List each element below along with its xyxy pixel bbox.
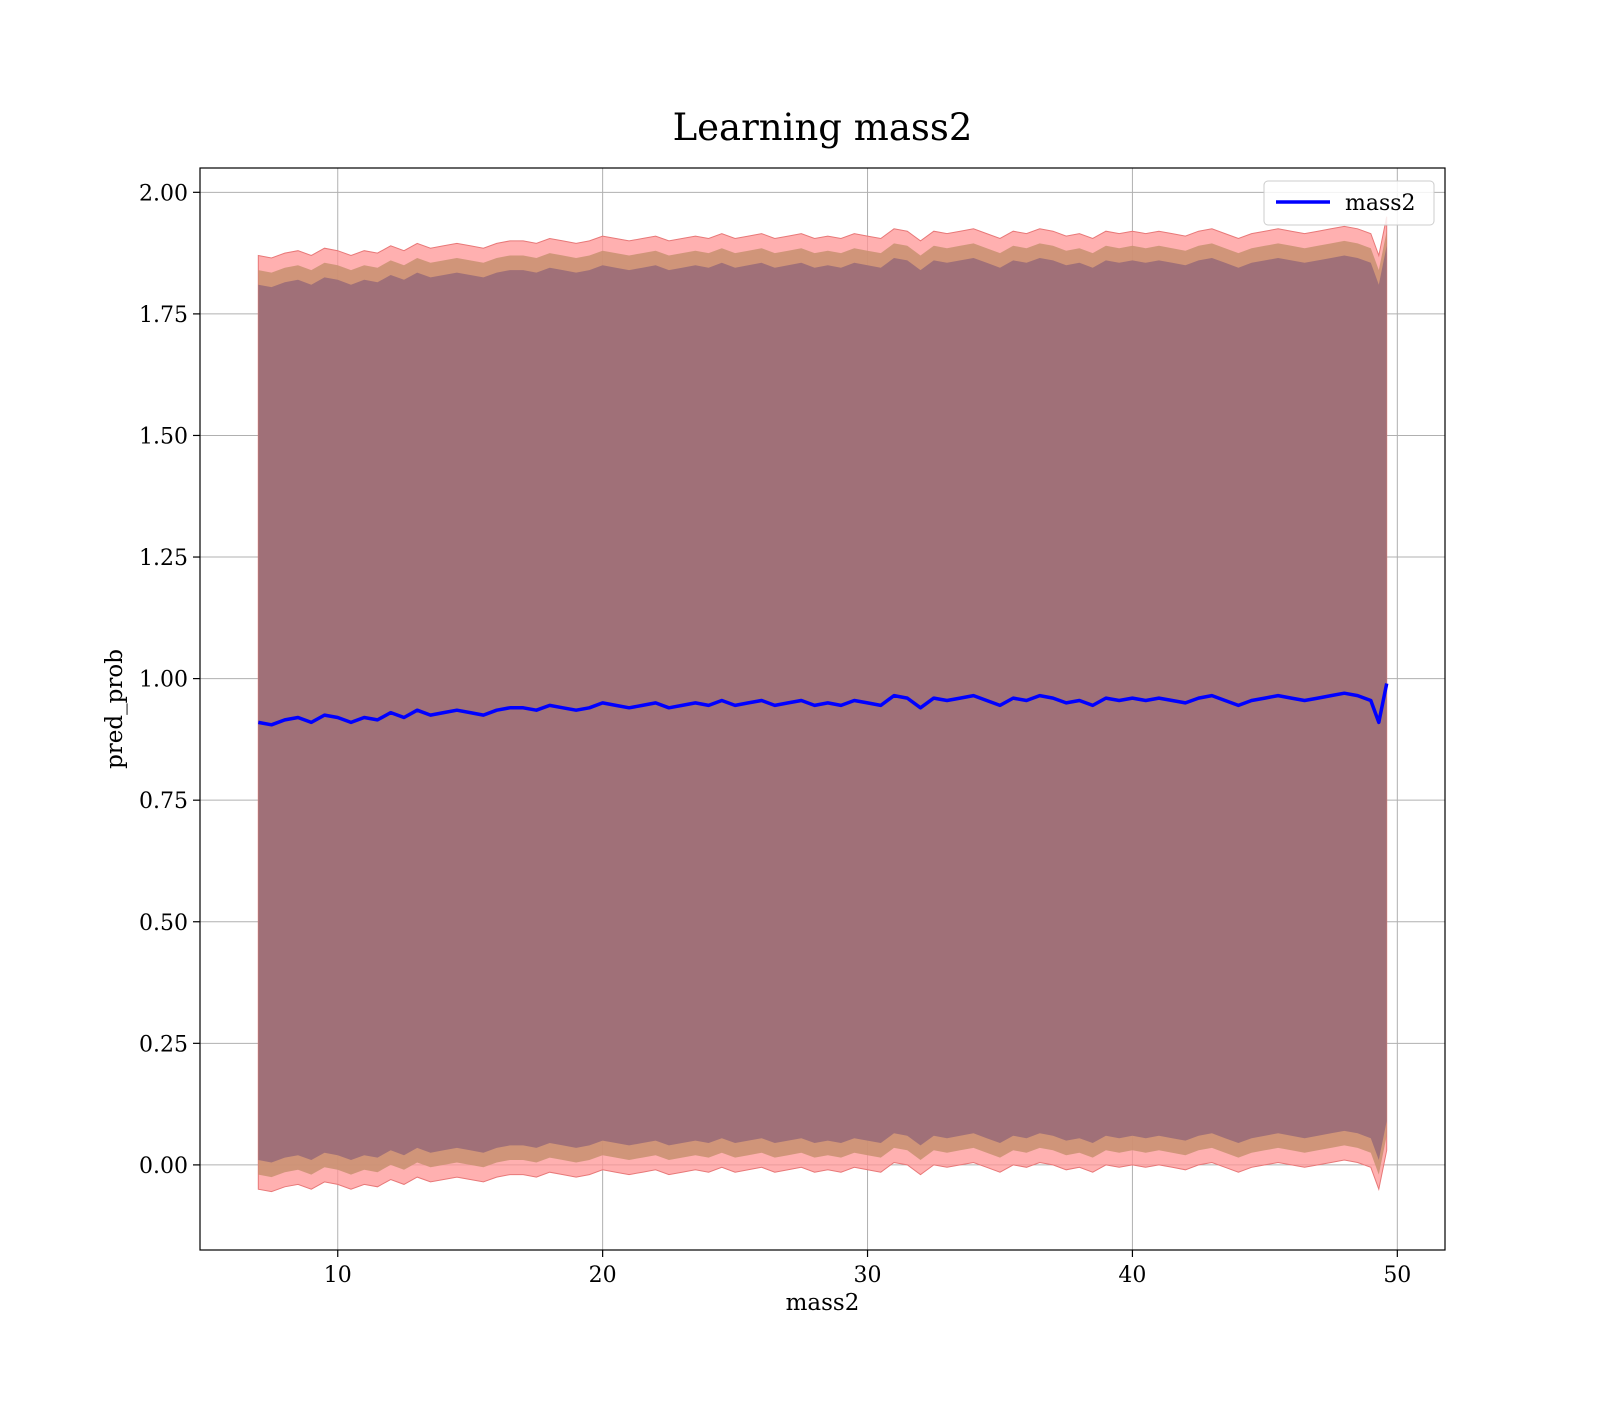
legend: mass2 bbox=[1263, 180, 1435, 226]
x-tick-label: 40 bbox=[1118, 1263, 1146, 1288]
plot-frame bbox=[199, 167, 1446, 1251]
x-tick-label: 50 bbox=[1383, 1263, 1411, 1288]
x-tick-label: 10 bbox=[324, 1263, 352, 1288]
y-tick-label: 1.00 bbox=[139, 668, 188, 693]
legend-label-mass2: mass2 bbox=[1345, 191, 1416, 216]
y-tick-label: 1.75 bbox=[139, 303, 188, 328]
legend-box bbox=[1263, 180, 1435, 226]
x-axis-label: mass2 bbox=[786, 1290, 860, 1316]
series-line-mass2 bbox=[257, 683, 1389, 727]
y-tick-label: 2.00 bbox=[139, 181, 188, 206]
x-tick-label: 30 bbox=[854, 1263, 882, 1288]
y-tick-label: 1.25 bbox=[139, 546, 188, 571]
y-tick-label: 0.00 bbox=[139, 1154, 188, 1179]
x-tick-label: 20 bbox=[589, 1263, 617, 1288]
chart-title: Learning mass2 bbox=[673, 106, 973, 149]
axis-ticks: 10 20 30 40 50 0.00 0.25 0.50 0.75 1.00 1.25 1.50 1.… bbox=[139, 181, 1411, 1288]
y-tick-label: 0.25 bbox=[139, 1032, 188, 1057]
y-tick-label: 1.50 bbox=[139, 424, 188, 449]
series-lines bbox=[257, 683, 1389, 727]
y-tick-label: 0.75 bbox=[139, 789, 188, 814]
y-axis-label: pred_prob bbox=[102, 649, 128, 769]
y-tick-label: 0.50 bbox=[139, 911, 188, 936]
